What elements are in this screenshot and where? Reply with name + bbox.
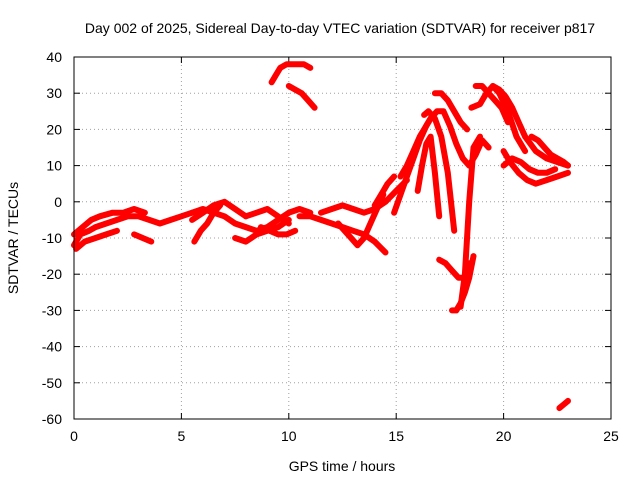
y-tick-label: 10 — [46, 158, 62, 174]
series-track-20 — [421, 108, 458, 234]
x-tick-label: 20 — [496, 428, 512, 444]
y-tick-label: -10 — [42, 230, 62, 246]
series-track-7 — [191, 202, 224, 245]
y-tick-label: -30 — [42, 302, 62, 318]
x-tick-label: 10 — [281, 428, 297, 444]
x-tick-label: 0 — [70, 428, 78, 444]
y-tick-label: -60 — [42, 411, 62, 427]
y-tick-label: 30 — [46, 85, 62, 101]
series-track-14 — [318, 177, 410, 216]
series-track-8 — [232, 216, 292, 245]
series-track-29 — [500, 155, 559, 176]
series-track-11 — [268, 61, 314, 86]
series-track-10 — [257, 224, 299, 238]
series-track-24 — [436, 256, 473, 281]
x-axis-label: GPS time / hours — [289, 458, 396, 474]
x-tick-label: 25 — [603, 428, 619, 444]
y-tick-label: 0 — [54, 194, 62, 210]
data-series-group — [71, 61, 571, 412]
series-track-9 — [242, 206, 292, 227]
series-track-21 — [431, 90, 471, 133]
y-tick-label: -50 — [42, 375, 62, 391]
y-axis-label: SDTVAR / TECUs — [5, 182, 21, 294]
series-track-30 — [528, 133, 571, 169]
grid — [74, 57, 611, 419]
series-track-4 — [131, 231, 155, 245]
series-track-3 — [73, 227, 120, 252]
series-track-23 — [449, 253, 477, 314]
series-track-19 — [414, 133, 443, 220]
series-track-28 — [500, 148, 571, 187]
tick-labels: 0 5 10 15 20 25 -60 -50 -40 -30 -20 -10 0 10 20 30 40 — [42, 49, 619, 444]
series-track-2 — [71, 206, 148, 238]
series-track-12 — [285, 83, 318, 111]
y-tick-label: -40 — [42, 339, 62, 355]
x-tick-label: 5 — [178, 428, 186, 444]
y-tick-label: 40 — [46, 49, 62, 65]
series-track-15 — [335, 191, 387, 249]
series-track-27 — [489, 83, 571, 169]
y-tick-label: -20 — [42, 266, 62, 282]
series-track-26 — [472, 83, 511, 126]
y-tick-label: 20 — [46, 121, 62, 137]
series-track-31 — [556, 397, 571, 412]
plot-frame — [73, 56, 612, 420]
series-track-22 — [457, 133, 483, 310]
x-tick-label: 15 — [388, 428, 404, 444]
series-track-16 — [371, 173, 398, 209]
chart-title: Day 002 of 2025, Sidereal Day-to-day VTE… — [85, 20, 595, 36]
series-track-1 — [71, 209, 196, 249]
